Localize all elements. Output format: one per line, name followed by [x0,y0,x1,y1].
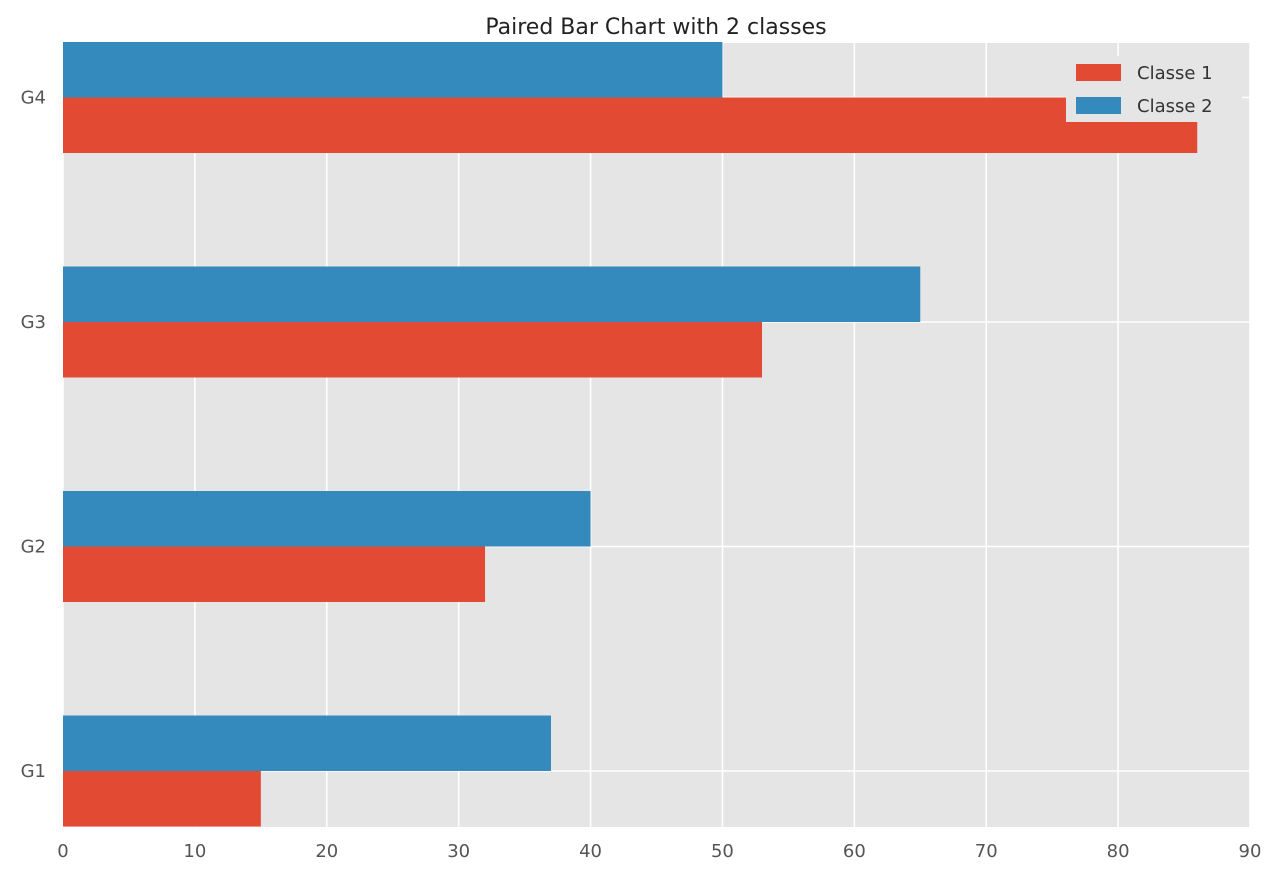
plot-background [63,43,1250,827]
y-tick-label-g2: G2 [21,537,46,558]
legend-label-classe-2: Classe 2 [1137,96,1213,117]
legend: Classe 1 Classe 2 [1066,56,1242,122]
x-tick-label-80: 80 [1107,841,1130,862]
bar-classe-2-g1 [63,715,551,771]
x-tick-label-40: 40 [579,841,602,862]
y-tick-label-g3: G3 [21,312,46,333]
bar-classe-1-g1 [63,771,261,827]
chart-title: Paired Bar Chart with 2 classes [485,15,826,40]
y-tick-label-g4: G4 [21,88,46,109]
x-tick-label-0: 0 [57,841,68,862]
bar-classe-2-g4 [63,42,723,98]
bar-classe-1-g3 [63,322,763,378]
x-tick-label-50: 50 [711,841,734,862]
x-tick-label-90: 90 [1239,841,1262,862]
y-axis-ticks: G1 G2 G3 G4 [21,88,46,783]
x-tick-label-20: 20 [315,841,338,862]
x-axis-ticks: 0 10 20 30 40 50 60 70 80 90 [57,841,1261,862]
bar-classe-1-g4 [63,97,1198,153]
legend-label-classe-1: Classe 1 [1137,63,1213,84]
bar-classe-1-g2 [63,546,486,602]
x-tick-label-30: 30 [447,841,470,862]
bar-classe-2-g3 [63,266,921,322]
legend-swatch-classe-1 [1076,64,1121,81]
x-tick-label-60: 60 [843,841,866,862]
y-tick-label-g1: G1 [21,761,46,782]
bar-classe-2-g2 [63,491,591,547]
bars [63,42,1198,827]
x-tick-label-70: 70 [975,841,998,862]
legend-swatch-classe-2 [1076,97,1121,114]
x-tick-label-10: 10 [183,841,206,862]
